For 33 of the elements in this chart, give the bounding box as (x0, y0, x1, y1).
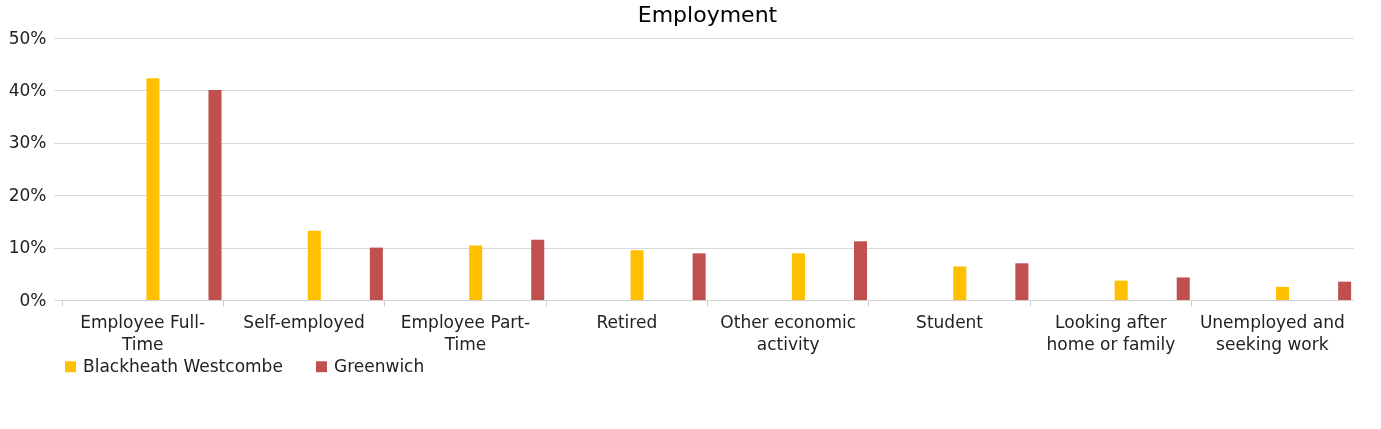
legend-label: Greenwich (334, 355, 425, 376)
bar (1176, 277, 1190, 300)
bar (369, 247, 383, 300)
bar (630, 250, 644, 300)
bar (853, 241, 868, 300)
y-tick-label: 40% (8, 79, 47, 100)
x-tick-label: Retired (596, 311, 658, 332)
y-tick-label: 0% (19, 289, 47, 310)
x-tick-label: Self-employed (243, 311, 365, 332)
legend-label: Blackheath Westcombe (83, 355, 283, 376)
y-tick-label: 50% (8, 27, 47, 48)
bar (469, 245, 483, 300)
bar (307, 230, 321, 300)
x-tick-label: Looking after home or family (1046, 311, 1176, 354)
y-tick-label: 30% (8, 132, 47, 153)
bar (1114, 280, 1128, 300)
bar (208, 89, 222, 300)
x-tick-label: Employee Part-Time (400, 311, 531, 354)
y-tick-label: 10% (8, 237, 47, 258)
bar (1015, 263, 1029, 300)
x-tick-label: Employee Full-Time (80, 311, 206, 354)
bar (146, 78, 160, 300)
bar (953, 266, 967, 300)
chart-title: Employment (637, 2, 778, 27)
bar (1276, 286, 1290, 300)
bar (791, 253, 805, 300)
x-tick-label: Student (916, 311, 984, 332)
bar (531, 239, 545, 300)
x-tick-label: Unemployed and seeking work (1199, 311, 1345, 354)
x-tick-label: Other economic activity (720, 311, 857, 354)
bar (692, 253, 706, 300)
bar (1338, 281, 1352, 300)
y-tick-label: 20% (8, 184, 47, 205)
